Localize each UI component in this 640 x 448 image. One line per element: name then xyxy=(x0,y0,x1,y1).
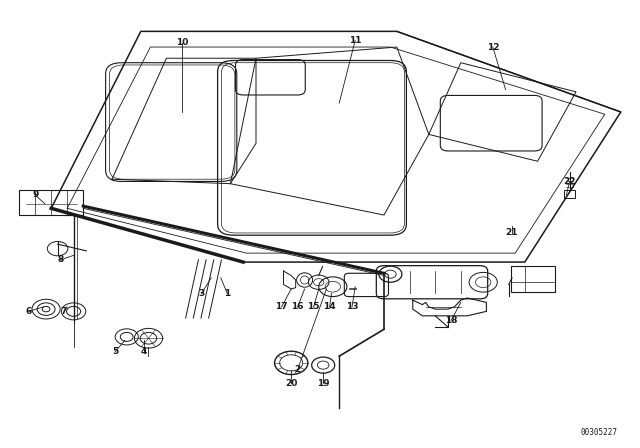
Text: 9: 9 xyxy=(32,190,38,199)
Text: 13: 13 xyxy=(346,302,358,311)
Text: 00305227: 00305227 xyxy=(580,428,618,437)
Text: 20: 20 xyxy=(285,379,298,388)
Text: 17: 17 xyxy=(275,302,288,311)
Text: 14: 14 xyxy=(323,302,336,311)
Text: 19: 19 xyxy=(317,379,330,388)
Text: 7: 7 xyxy=(61,307,67,316)
Text: 11: 11 xyxy=(349,36,362,45)
Text: 3: 3 xyxy=(198,289,205,298)
Text: 15: 15 xyxy=(307,302,320,311)
Text: 10: 10 xyxy=(176,38,189,47)
Text: 5: 5 xyxy=(112,347,118,356)
Text: 22: 22 xyxy=(563,177,576,186)
Text: 2: 2 xyxy=(294,365,301,374)
Text: 12: 12 xyxy=(486,43,499,52)
Text: 1: 1 xyxy=(224,289,230,298)
Text: 4: 4 xyxy=(141,347,147,356)
Text: 16: 16 xyxy=(291,302,304,311)
Text: 18: 18 xyxy=(445,316,458,325)
Text: 21: 21 xyxy=(506,228,518,237)
Text: 8: 8 xyxy=(58,255,64,264)
Text: 6: 6 xyxy=(26,307,32,316)
